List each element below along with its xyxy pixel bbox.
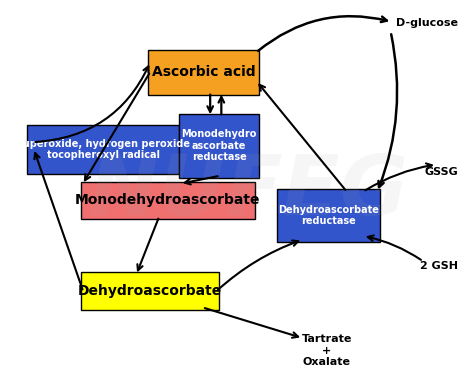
Text: Ascorbic acid: Ascorbic acid [152, 65, 255, 79]
Text: Dehydroascorbate: Dehydroascorbate [78, 284, 222, 298]
Text: Monodehydro
ascorbate
reductase: Monodehydro ascorbate reductase [182, 129, 257, 162]
Text: D-glucose: D-glucose [396, 18, 458, 28]
Text: Tartrate
+
Oxalate: Tartrate + Oxalate [301, 334, 352, 367]
Text: 2 GSH: 2 GSH [420, 261, 458, 271]
Text: Monodehydroascorbate: Monodehydroascorbate [75, 193, 261, 207]
FancyBboxPatch shape [179, 114, 259, 178]
FancyBboxPatch shape [81, 181, 255, 219]
Text: superoxide, hydrogen peroxide
tocopheroxyl radical: superoxide, hydrogen peroxide tocopherox… [17, 139, 190, 160]
FancyBboxPatch shape [277, 189, 380, 242]
Text: NUFEG: NUFEG [88, 151, 408, 231]
Text: GSSG: GSSG [424, 167, 458, 177]
Text: Dehydroascorbate
reductase: Dehydroascorbate reductase [278, 205, 379, 226]
FancyBboxPatch shape [81, 272, 219, 309]
FancyBboxPatch shape [27, 125, 179, 174]
FancyBboxPatch shape [148, 50, 259, 95]
